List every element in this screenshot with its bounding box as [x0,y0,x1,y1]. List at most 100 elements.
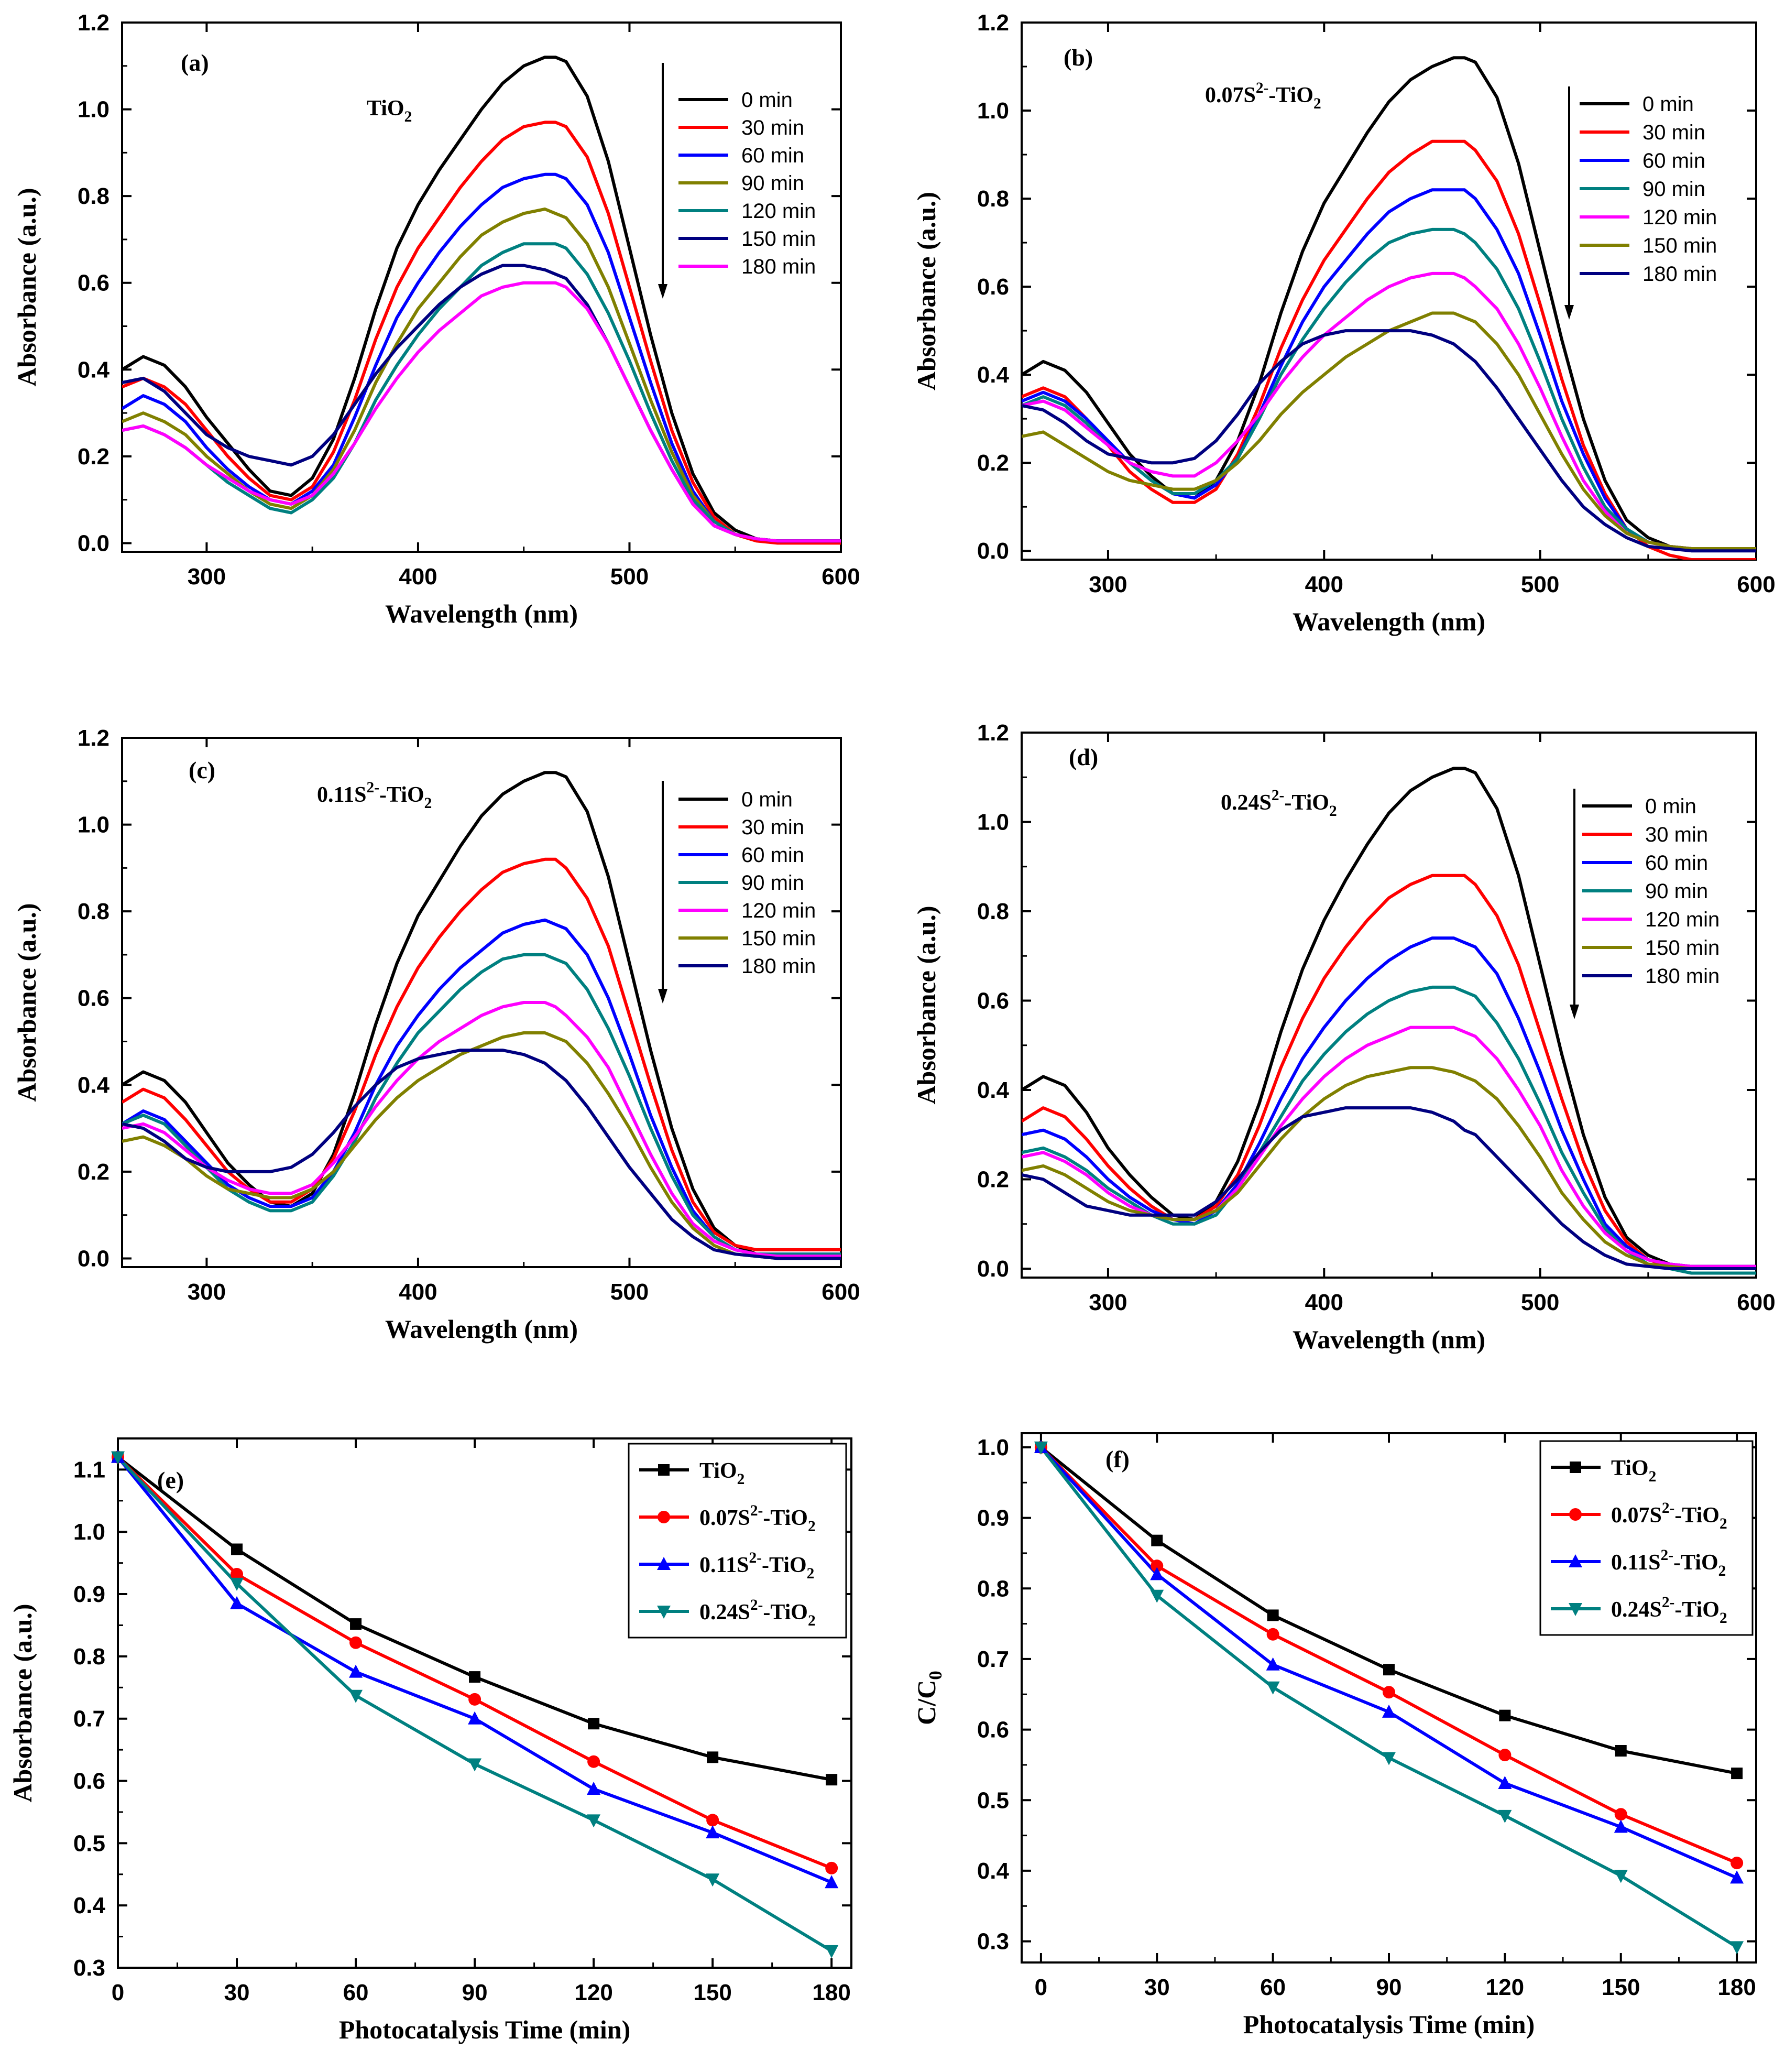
data-point-f-3 [1034,1441,1048,1455]
y-tick-label-d: 0.2 [977,1166,1009,1192]
x-tick-label-a: 600 [822,564,860,590]
data-point-e-1 [706,1814,719,1827]
y-axis-label-main-e: Absorbance (a.u.) [8,1604,37,1802]
x-tick-label-e: 0 [112,1980,124,2005]
legend-label-e-2: 0.11S2--TiO2 [699,1550,814,1582]
y-tick-label-f: 1.0 [977,1435,1009,1460]
y-tick-label-a: 1.2 [78,10,109,36]
series-line-c-4 [122,1001,841,1258]
legend-label-d-4: 120 min [1645,908,1720,931]
data-point-f-0 [1499,1709,1511,1721]
x-tick-label-f: 90 [1376,1975,1402,2000]
data-point-f-1 [1731,1857,1744,1870]
x-tick-label-d: 400 [1305,1290,1343,1315]
panel-tag-f: (f) [1105,1446,1130,1473]
legend-label-e-3-main: 0.24S [699,1600,750,1624]
legend-box-e [628,1443,847,1639]
panel-e: 0 30 60 90 120 150 180 0.3 0.4 0.5 0.6 0.7 0.8 0.9 1.0… [8,1437,852,2044]
legend-label-a-2: 60 min [741,144,804,167]
x-tick-label-f: 0 [1035,1975,1047,2000]
x-tick-label-e: 120 [574,1980,612,2005]
data-point-f-0 [1615,1745,1627,1757]
data-point-f-2 [1382,1704,1396,1718]
plot-frame-a [121,21,842,553]
x-tick-label-e: 60 [343,1980,369,2005]
data-point-e-3 [825,1945,839,1958]
y-tick-label-f: 0.4 [977,1858,1010,1884]
x-axis-label-b: Wavelength (nm) [1293,607,1485,636]
y-tick-label-d: 0.4 [977,1077,1010,1103]
y-tick-label-a: 0.8 [78,183,109,209]
y-tick-label-a: 0.0 [78,530,109,556]
legend-label-a-0: 0 min [741,89,793,112]
x-tick-label-f: 150 [1602,1975,1640,2000]
sample-label-b-rest: -TiO [1268,83,1313,107]
x-tick-label-d: 600 [1737,1290,1775,1315]
x-tick-label-d: 300 [1089,1290,1127,1315]
series-line-c-3 [122,953,841,1256]
series-line-b-0 [1022,56,1756,550]
y-tick-label-e: 1.0 [73,1519,105,1545]
panel-d: 300 400 500 600 0.0 0.2 0.4 0.6 0.8 1.0 1.2 Wavelen… [912,720,1776,1354]
legend-label-e-3-rest: -TiO [763,1600,808,1624]
legend-label-c-5: 150 min [741,927,816,950]
data-point-f-0 [1267,1609,1279,1621]
x-tick-label-f: 180 [1717,1975,1756,2000]
y-axis-label-a: Absorbance (a.u.) [12,188,41,386]
legend-label-f-3-main: 0.24S [1611,1598,1662,1622]
legend-marker-f-0 [1570,1462,1581,1473]
data-point-f-3 [1150,1589,1164,1603]
sample-label-d-sub: 2 [1329,803,1337,820]
y-tick-label-f: 0.8 [977,1576,1009,1601]
series-group-a [122,56,841,545]
legend-label-f-2-sup: 2- [1661,1547,1673,1564]
legend-marker-f-2 [1569,1554,1582,1567]
y-tick-label-c: 0.4 [78,1072,110,1098]
y-tick-label-b: 0.2 [977,450,1009,476]
legend-label-e-3-sup: 2- [750,1597,763,1613]
legend-label-b-0: 0 min [1642,93,1694,116]
series-line-d-6 [1022,1106,1756,1270]
y-tick-label-b: 0.0 [977,538,1009,564]
y-axis-label-e: Absorbance (a.u.) [8,1604,37,1802]
data-point-f-1 [1498,1749,1512,1762]
series-line-c-0 [122,771,841,1258]
legend-label-a-1: 30 min [741,116,804,139]
panel-a: 300 400 500 600 0.0 0.2 0.4 0.6 0.8 1.0 1.2 Wavelen… [12,10,860,628]
legend-label-e-2-rest: -TiO [762,1553,807,1577]
legend-label-d-0: 0 min [1645,795,1696,818]
legend-label-b-5: 150 min [1642,234,1717,257]
legend-label-d-1: 30 min [1645,823,1708,846]
series-line-b-5 [1022,311,1756,550]
data-point-e-3 [111,1451,125,1465]
legend-label-f-2-rest: -TiO [1673,1551,1718,1575]
data-point-e-3 [349,1689,363,1703]
y-tick-label-b: 0.8 [977,186,1009,212]
y-tick-label-d: 1.0 [977,809,1009,835]
data-point-e-2 [349,1664,363,1678]
y-tick-label-f: 0.6 [977,1717,1009,1743]
legend-label-e-1-main: 0.07S [699,1506,750,1530]
legend-label-f-0: TiO2 [1611,1456,1656,1485]
legend-label-b-6: 180 min [1642,263,1717,286]
y-tick-label-c: 0.6 [78,986,109,1011]
x-tick-label-e: 180 [812,1980,850,2005]
data-point-e-0 [231,1543,243,1555]
y-tick-label-f: 0.3 [977,1929,1009,1955]
y-axis-label-main-c: Absorbance (a.u.) [12,903,41,1102]
legend-marker-e-3 [657,1606,671,1619]
legend-label-e-3-sub: 2 [808,1612,816,1629]
trend-arrow-head-c [658,989,667,1004]
legend-label-f-2-main: 0.11S [1611,1551,1661,1575]
y-axis-label-main-d: Absorbance (a.u.) [912,906,941,1104]
legend-label-e-3: 0.24S2--TiO2 [699,1597,816,1629]
series-line-a-1 [122,121,841,545]
data-point-e-1 [825,1861,838,1874]
legend-marker-e-0 [658,1464,670,1476]
data-point-f-3 [1382,1752,1396,1765]
data-point-f-3 [1266,1681,1280,1695]
y-tick-label-c: 0.0 [78,1246,109,1271]
sample-label-c-main: 0.11S [317,783,367,807]
legend-label-f-1-rest: -TiO [1674,1503,1720,1528]
plot-frame-b [1021,21,1757,561]
